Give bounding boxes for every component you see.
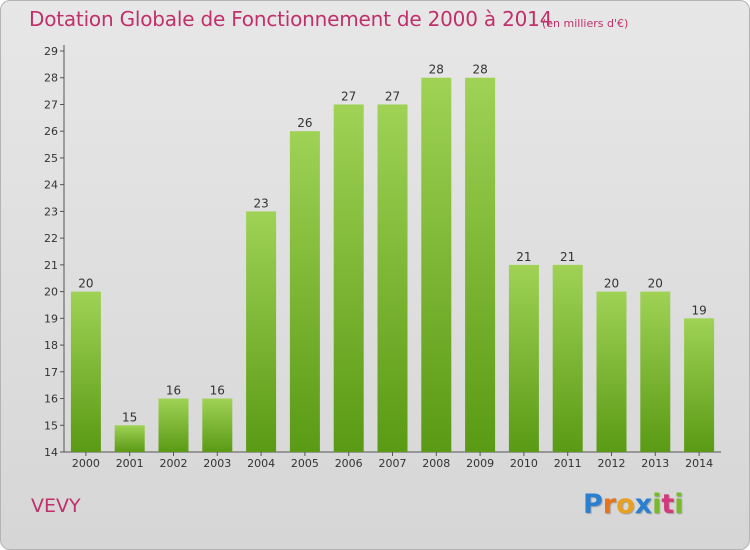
- logo-letter: x: [634, 489, 653, 520]
- x-tick-label-2005: 2005: [291, 457, 319, 470]
- logo-letter: i: [674, 489, 684, 520]
- y-tick-label: 23: [44, 205, 58, 218]
- y-tick-label: 17: [44, 366, 58, 379]
- bar-2013: [640, 291, 671, 452]
- x-tick-label-2004: 2004: [247, 457, 275, 470]
- y-tick-label: 14: [44, 446, 58, 459]
- data-label-2003: 16: [210, 384, 225, 398]
- logo-letter: i: [652, 489, 662, 520]
- logo-letter: t: [661, 489, 675, 520]
- bar-2003: [202, 398, 233, 452]
- bar-2010: [508, 264, 539, 452]
- bar-2012: [596, 291, 627, 452]
- data-label-2013: 20: [648, 277, 663, 291]
- data-label-2008: 28: [429, 63, 444, 77]
- chart-subtitle: (en milliers d'€): [542, 17, 629, 30]
- y-tick-label: 21: [44, 259, 58, 272]
- logo-letter: P: [583, 489, 603, 520]
- data-label-2005: 26: [297, 116, 312, 130]
- commune-name: VEVY: [31, 495, 81, 517]
- x-tick-label-2007: 2007: [379, 457, 407, 470]
- bar-2000: [70, 291, 101, 452]
- proxiti-logo: Proxiti: [583, 489, 684, 520]
- x-tick-label-2001: 2001: [116, 457, 144, 470]
- x-axis: 2000 2001 2002 2003 2004 2005 2006 2007 2008 2009…: [64, 451, 721, 470]
- y-tick-label: 18: [44, 339, 58, 352]
- logo-letter: r: [602, 489, 617, 520]
- data-label-2014: 19: [691, 303, 706, 317]
- logo-letter: o: [616, 489, 635, 520]
- bar-2002: [158, 398, 189, 452]
- data-label-2009: 28: [472, 63, 487, 77]
- x-tick-label-2011: 2011: [554, 457, 582, 470]
- y-tick-label: 27: [44, 98, 58, 111]
- y-tick-label: 16: [44, 393, 58, 406]
- y-tick-label: 19: [44, 312, 58, 325]
- bar-2001: [114, 425, 145, 452]
- y-tick-label: 28: [44, 72, 58, 85]
- x-tick-label-2006: 2006: [335, 457, 363, 470]
- data-label-2001: 15: [122, 410, 137, 424]
- bars: [70, 77, 715, 452]
- data-label-2011: 21: [560, 250, 575, 264]
- y-tick-label: 22: [44, 232, 58, 245]
- chart-title: Dotation Globale de Fonctionnement de 20…: [29, 7, 553, 31]
- x-tick-label-2012: 2012: [598, 457, 626, 470]
- data-label-2002: 16: [166, 384, 181, 398]
- x-tick-label-2009: 2009: [466, 457, 494, 470]
- data-label-2000: 20: [78, 277, 93, 291]
- bar-2007: [377, 104, 408, 452]
- bar-2014: [684, 318, 715, 452]
- data-label-2006: 27: [341, 89, 356, 103]
- bar-2009: [465, 77, 496, 452]
- y-tick-label: 26: [44, 125, 58, 138]
- y-tick-label: 29: [44, 45, 58, 58]
- x-tick-label-2003: 2003: [203, 457, 231, 470]
- x-tick-label-2010: 2010: [510, 457, 538, 470]
- y-tick-label: 20: [44, 286, 58, 299]
- data-label-2012: 20: [604, 277, 619, 291]
- bar-2005: [289, 131, 320, 452]
- data-label-2010: 21: [516, 250, 531, 264]
- y-tick-label: 24: [44, 179, 58, 192]
- data-label-2004: 23: [253, 196, 268, 210]
- y-tick-label: 25: [44, 152, 58, 165]
- x-tick-label-2014: 2014: [685, 457, 713, 470]
- y-axis: 14 15 16 17 18 19 20 21 22 23 24 25 26 27 28 29: [44, 45, 65, 459]
- bar-2004: [246, 211, 277, 452]
- bar-2006: [333, 104, 364, 452]
- x-tick-label-2013: 2013: [641, 457, 669, 470]
- y-tick-label: 15: [44, 419, 58, 432]
- x-tick-label-2002: 2002: [160, 457, 188, 470]
- data-label-2007: 27: [385, 89, 400, 103]
- bar-2011: [552, 264, 583, 452]
- x-tick-label-2008: 2008: [422, 457, 450, 470]
- x-tick-label-2000: 2000: [72, 457, 100, 470]
- data-labels: 20 15 16 16 23 26 27 27 28 28 21 21 20 20 19: [78, 63, 706, 425]
- bar-2008: [421, 77, 452, 452]
